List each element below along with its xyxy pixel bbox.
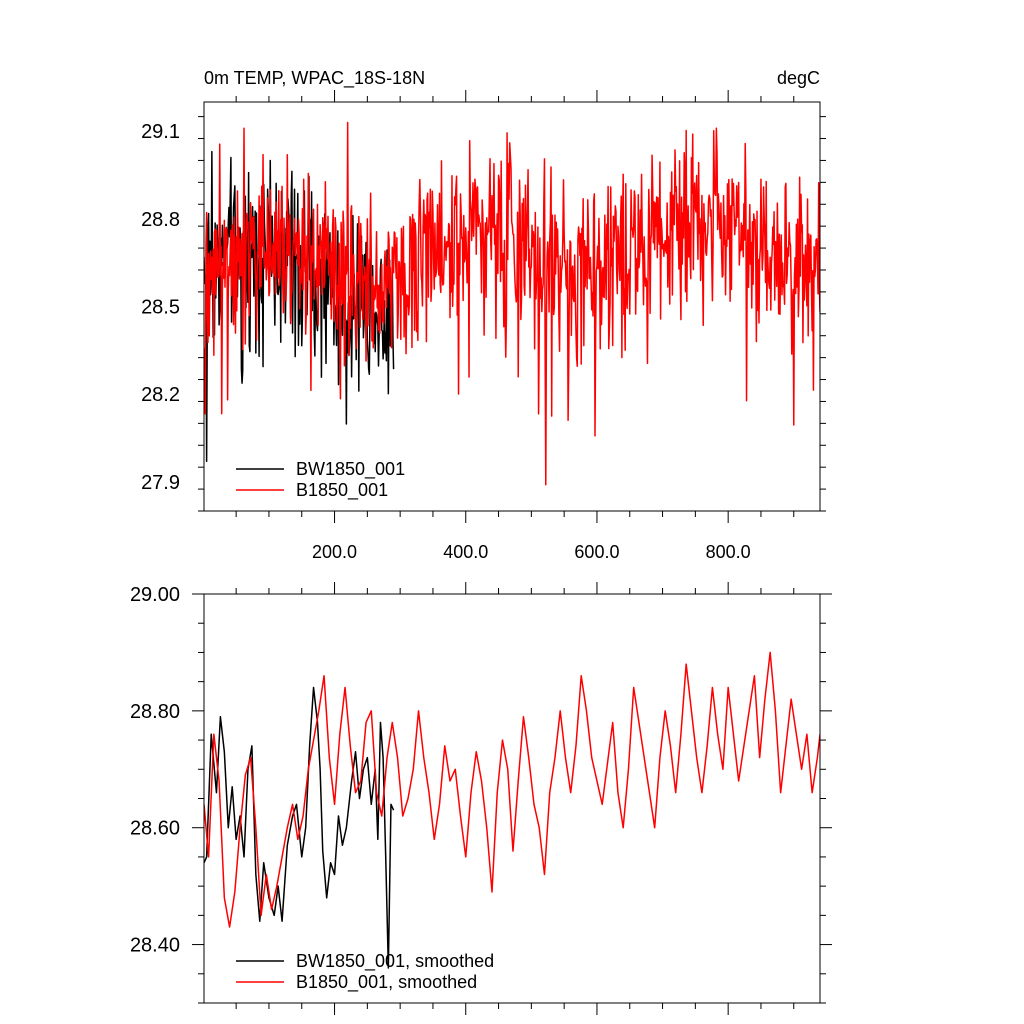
series-line-b1850 [204,651,820,928]
units-label: degC [777,68,820,88]
y-tick-label: 28.40 [130,935,180,957]
legend-label: BW1850_001, smoothed [296,951,494,972]
x-tick-label: 400.0 [443,542,488,562]
legend-label: BW1850_001 [296,459,405,480]
series-line-b1850 [204,121,820,486]
y-tick-label: 29.1 [141,121,180,143]
series-group [204,651,820,969]
plot-frame [203,593,821,1004]
legend-label: B1850_001, smoothed [296,972,477,993]
y-tick-label: 28.60 [130,818,180,840]
top-panel: 200.0 400.0 600.0 800.0 27.9 28.2 28.5 28.8 29.1… [141,68,826,562]
legend-label: B1850_001 [296,480,388,501]
bottom-panel: 28.40 28.60 28.80 29.00 BW1850_001, smoothed… [130,582,832,1015]
chart-title: 0m TEMP, WPAC_18S-18N [204,68,425,89]
x-tick-label: 600.0 [574,542,619,562]
series-line-bw1850 [204,686,395,969]
series-group [204,121,820,486]
plot-frame [203,101,821,512]
x-tick-label: 800.0 [706,542,751,562]
y-tick-label: 27.9 [141,472,180,494]
y-tick-label: 28.5 [141,297,180,319]
y-tick-label: 29.00 [130,584,180,606]
y-tick-label: 28.8 [141,209,180,231]
x-tick-label: 200.0 [312,542,357,562]
y-tick-label: 28.2 [141,384,180,406]
y-tick-label: 28.80 [130,701,180,723]
